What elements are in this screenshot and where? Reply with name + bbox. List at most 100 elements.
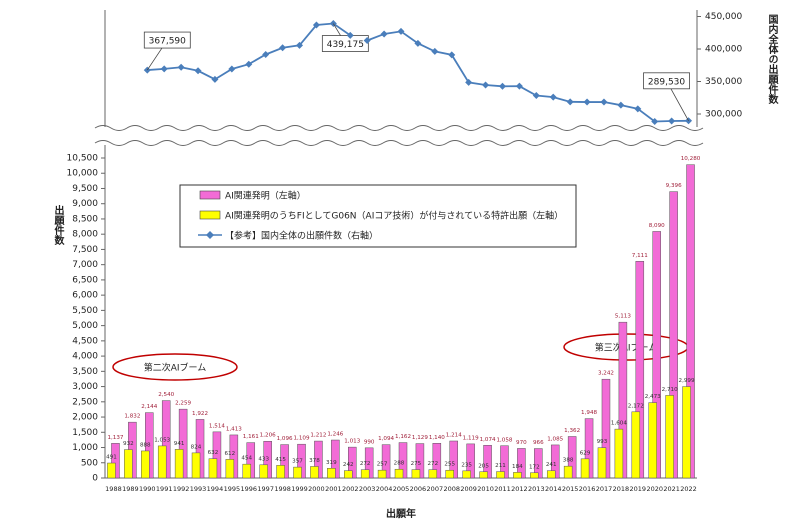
- x-tick-label: 1995: [224, 485, 241, 493]
- value-label: 632: [208, 450, 219, 456]
- callout-box: [143, 31, 191, 49]
- bar-series: [111, 164, 695, 479]
- value-label: 205: [478, 463, 489, 469]
- value-label: 2,999: [679, 378, 695, 384]
- bar: [563, 465, 573, 479]
- bar: [293, 466, 302, 479]
- value-label: 888: [140, 442, 151, 448]
- bar: [157, 445, 167, 479]
- x-tick-label: 1999: [291, 485, 308, 493]
- value-label: 433: [258, 456, 269, 462]
- value-label: 1,140: [429, 435, 445, 441]
- y-tick-label: 2,000: [72, 413, 98, 423]
- bar: [124, 449, 133, 479]
- bar: [394, 468, 404, 479]
- value-label: 1,053: [154, 437, 170, 443]
- marker: [363, 36, 371, 44]
- bar: [310, 466, 319, 479]
- marker: [482, 81, 490, 89]
- bar: [665, 395, 674, 479]
- value-label: 454: [241, 456, 252, 462]
- bar: [580, 458, 590, 479]
- y-tick-label: 4,500: [72, 336, 98, 346]
- y-tick-label: 2,500: [72, 397, 98, 407]
- bar: [496, 471, 505, 479]
- x-tick-label: 2012: [511, 485, 528, 493]
- value-label: 2,473: [645, 394, 661, 400]
- value-label: 184: [512, 464, 523, 470]
- marker: [532, 92, 540, 100]
- value-label: 824: [191, 444, 202, 450]
- x-tick-label: 1997: [257, 485, 274, 493]
- marker: [549, 93, 557, 101]
- marker: [600, 98, 608, 106]
- marker: [262, 50, 270, 58]
- y-tick-label: 1,500: [72, 428, 98, 438]
- value-label: 378: [309, 458, 320, 464]
- value-label: 2,540: [158, 392, 174, 398]
- value-label: 491: [106, 455, 117, 461]
- bar: [242, 463, 252, 479]
- y2-tick-label: 300,000: [705, 110, 742, 120]
- x-tick-label: 2008: [443, 485, 460, 493]
- y-tick-label: 10,000: [67, 169, 99, 179]
- bar-series: [107, 386, 691, 479]
- callout-box: [321, 35, 369, 52]
- value-label: 1,013: [344, 439, 360, 445]
- marker: [448, 51, 456, 59]
- x-tick-label: 2001: [325, 485, 342, 493]
- value-label: 932: [123, 441, 134, 447]
- value-label: 1,413: [226, 426, 242, 432]
- legend-label: 【参考】国内全体の出願件数（右軸）: [225, 230, 378, 242]
- x-tick-label: 2013: [528, 485, 545, 493]
- y-tick-label: 5,500: [72, 306, 98, 316]
- value-label: 9,396: [666, 183, 682, 189]
- bar: [597, 447, 607, 479]
- legend-swatch: [199, 210, 221, 220]
- bar: [208, 458, 218, 479]
- marker: [380, 30, 388, 38]
- marker: [583, 98, 591, 106]
- marker: [515, 82, 523, 90]
- value-label: 1,162: [395, 434, 411, 440]
- value-label: 629: [580, 450, 591, 456]
- y-tick-label: 6,000: [72, 291, 98, 301]
- x-tick-label: 2017: [596, 485, 613, 493]
- marker: [634, 105, 642, 113]
- y2-tick-label: 350,000: [705, 77, 742, 87]
- value-label: 257: [377, 462, 388, 468]
- value-label: 1,246: [327, 432, 343, 438]
- y-tick-label: 9,000: [72, 199, 98, 209]
- value-label: 1,922: [192, 411, 208, 417]
- value-label: 272: [427, 461, 438, 467]
- x-tick-label: 2009: [460, 485, 477, 493]
- x-tick-label: 1990: [139, 485, 156, 493]
- bar: [360, 469, 370, 479]
- x-tick-label: 2018: [613, 485, 630, 493]
- value-label: 319: [326, 460, 337, 466]
- value-label: 235: [461, 462, 472, 468]
- legend-label: AI関連発明（左軸）: [225, 190, 306, 202]
- x-tick-label: 2019: [630, 485, 647, 493]
- bar: [546, 470, 556, 479]
- x-tick-label: 2020: [646, 485, 663, 493]
- value-label: 2,259: [175, 401, 191, 407]
- value-label: 2,172: [628, 403, 644, 409]
- y-tick-label: 6,500: [72, 275, 98, 285]
- value-label: 1,214: [446, 433, 462, 439]
- x-tick-label: 1988: [105, 485, 122, 493]
- legend-swatch: [206, 231, 214, 239]
- value-label: 255: [444, 462, 455, 468]
- value-label: 10,280: [681, 156, 701, 162]
- y2-axis-label: 国内全体の出願件数: [766, 14, 779, 105]
- bar: [225, 459, 235, 479]
- x-tick-label: 2002: [342, 485, 359, 493]
- x-tick-label: 2000: [308, 485, 325, 493]
- y-tick-label: 7,000: [72, 260, 98, 270]
- value-label: 1,206: [260, 433, 276, 439]
- marker: [414, 39, 422, 47]
- marker: [177, 63, 185, 71]
- annotation-ellipse: [112, 353, 238, 381]
- value-label: 1,074: [480, 437, 496, 443]
